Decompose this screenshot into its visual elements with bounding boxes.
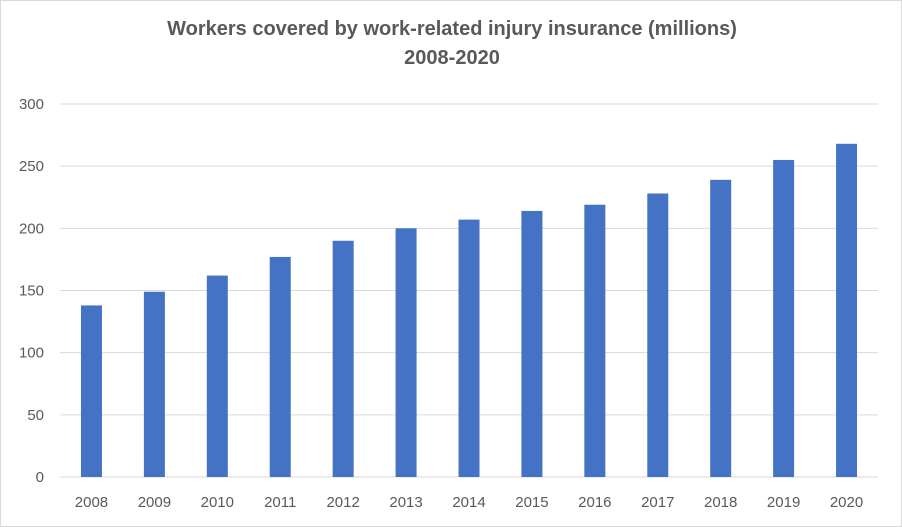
x-tick-label: 2008 — [75, 494, 108, 511]
chart-title: Workers covered by work-related injury i… — [167, 18, 737, 40]
x-tick-label: 2014 — [452, 494, 485, 511]
bar-2018 — [710, 179, 732, 478]
x-axis-ticks: 2008 2009 2010 2011 2012 2013 2014 2015 2016 2017… — [75, 494, 863, 511]
chart-title-block: Workers covered by work-related injury i… — [1, 15, 902, 73]
y-tick-label: 100 — [19, 345, 44, 362]
bar-2020 — [836, 143, 858, 477]
x-tick-label: 2017 — [641, 494, 674, 511]
x-tick-label: 2018 — [704, 494, 737, 511]
x-tick-label: 2020 — [830, 494, 863, 511]
y-tick-label: 0 — [36, 469, 44, 486]
x-tick-label: 2011 — [264, 494, 296, 511]
y-axis-ticks: 0 50 100 150 200 250 300 — [19, 96, 44, 486]
bar-2008 — [80, 305, 102, 477]
x-tick-label: 2013 — [389, 494, 422, 511]
y-tick-label: 50 — [27, 407, 44, 424]
bar-2014 — [458, 219, 480, 477]
y-tick-label: 250 — [19, 158, 44, 175]
y-tick-label: 150 — [19, 283, 44, 300]
bar-2013 — [395, 228, 417, 477]
x-tick-label: 2012 — [326, 494, 359, 511]
x-tick-label: 2010 — [201, 494, 234, 511]
bar-2012 — [332, 240, 354, 477]
bar-2019 — [773, 159, 795, 477]
bar-2009 — [143, 291, 165, 477]
bar-2015 — [521, 210, 543, 477]
bar-2010 — [206, 275, 228, 477]
y-tick-label: 200 — [19, 220, 44, 237]
y-tick-label: 300 — [19, 96, 44, 113]
bar-2016 — [584, 204, 606, 477]
x-tick-label: 2009 — [138, 494, 171, 511]
bars — [80, 143, 858, 478]
chart-subtitle: 2008-2020 — [404, 47, 500, 69]
bar-2017 — [647, 193, 669, 477]
x-tick-label: 2019 — [767, 494, 800, 511]
x-tick-label: 2015 — [515, 494, 548, 511]
bar-2011 — [269, 256, 291, 477]
x-tick-label: 2016 — [578, 494, 611, 511]
